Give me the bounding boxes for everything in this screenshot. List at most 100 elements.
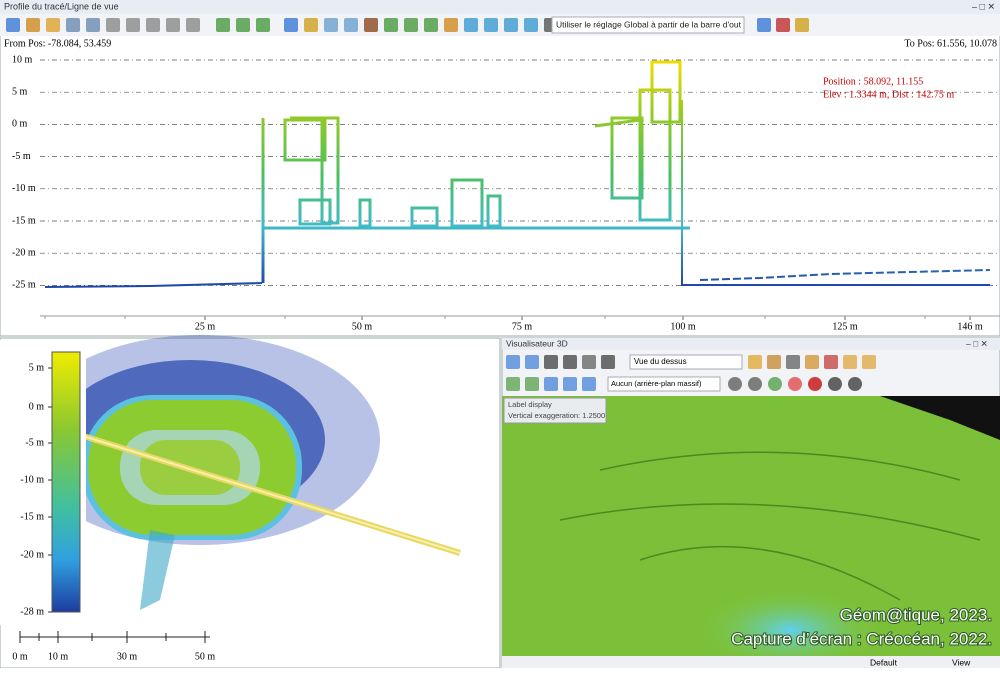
y-tick-label: 10 m [12, 54, 33, 65]
label-display: Label display [508, 400, 552, 409]
y-tick-label: -20 m [12, 247, 36, 258]
tool-button[interactable] [424, 18, 438, 32]
credit: Géom@tique, 2023. [840, 605, 992, 624]
tool-button[interactable] [506, 377, 520, 391]
viewer-title: Visualisateur 3D [506, 338, 568, 348]
y-tick-label: -5 m [12, 151, 31, 162]
tool-button[interactable] [484, 18, 498, 32]
tool-button[interactable] [324, 18, 338, 32]
status-default: Default [870, 657, 898, 667]
tool-button[interactable] [748, 377, 762, 391]
viewer-low-area [700, 590, 880, 670]
tool-button[interactable] [364, 18, 378, 32]
tool-button[interactable] [563, 355, 577, 369]
tool-button[interactable] [6, 18, 20, 32]
legend: 5 m 0 m -5 m -10 m -15 m -20 m -28 m [20, 362, 52, 617]
tool-button[interactable] [506, 355, 520, 369]
tool-button[interactable] [344, 18, 358, 32]
tool-button[interactable] [256, 18, 270, 32]
tool-button[interactable] [601, 355, 615, 369]
legend-label: -10 m [20, 474, 44, 485]
background-text: Aucun (arrière-plan massif) [611, 379, 702, 388]
view-dropdown[interactable] [629, 354, 743, 370]
tool-button[interactable] [748, 355, 762, 369]
tool-button[interactable] [824, 355, 838, 369]
tool-button[interactable] [795, 18, 809, 32]
tool-button[interactable] [582, 355, 596, 369]
x-tick-label: 125 m [832, 321, 858, 332]
tool-button[interactable] [525, 355, 539, 369]
toolbar [0, 14, 1000, 36]
setting-text: Utiliser le réglage Global à partir de l… [556, 19, 742, 29]
y-tick-label: 0 m [12, 119, 28, 130]
tool-button[interactable] [544, 377, 558, 391]
tool-button[interactable] [563, 377, 577, 391]
tool-button[interactable] [504, 18, 518, 32]
viewer-title-bar [502, 338, 1000, 350]
tool-button[interactable] [126, 18, 140, 32]
tool-button[interactable] [728, 377, 742, 391]
x-tick-label: 146 m [957, 321, 983, 332]
tool-button[interactable] [46, 18, 60, 32]
profile-cloud [44, 60, 991, 288]
tool-button[interactable] [186, 18, 200, 32]
tool-button[interactable] [767, 355, 781, 369]
scale-label: 30 m [117, 651, 138, 662]
scale-label: 0 m [12, 651, 28, 662]
credit: Capture d’écran : Créocéan, 2022. [731, 629, 992, 648]
from-pos: From Pos: -78.084, 53.459 [4, 38, 111, 49]
tool-button[interactable] [304, 18, 318, 32]
tool-button[interactable] [786, 355, 800, 369]
tool-button[interactable] [106, 18, 120, 32]
to-pos: To Pos: 61.556, 10.078 [904, 38, 997, 49]
viewer-controls[interactable]: – □ ✕ [966, 338, 988, 348]
position-label: Position : 58.092, 11.155 [823, 76, 923, 87]
tool-button[interactable] [582, 377, 596, 391]
x-tick-label: 25 m [195, 321, 216, 332]
status-bar [502, 656, 1000, 668]
tool-button[interactable] [86, 18, 100, 32]
y-tick-label: -25 m [12, 280, 36, 291]
status-view: View [952, 657, 971, 667]
view-text: Vue du dessus [634, 357, 687, 366]
tool-button[interactable] [525, 377, 539, 391]
tool-button[interactable] [166, 18, 180, 32]
tool-button[interactable] [828, 377, 842, 391]
tool-button[interactable] [66, 18, 80, 32]
tool-button[interactable] [146, 18, 160, 32]
tool-button[interactable] [236, 18, 250, 32]
tool-button[interactable] [788, 377, 802, 391]
scale-label: 50 m [195, 651, 216, 662]
legend-label: -28 m [20, 606, 44, 617]
viewer-structure [559, 451, 981, 601]
elev-label: Elev : 1.3344 m, Dist : 142.75 m [823, 89, 954, 100]
map-cloud [20, 335, 461, 610]
tool-button[interactable] [862, 355, 876, 369]
tool-button[interactable] [768, 377, 782, 391]
tool-button[interactable] [805, 355, 819, 369]
tool-button[interactable] [524, 18, 538, 32]
background-dropdown[interactable] [607, 376, 721, 392]
tool-button[interactable] [384, 18, 398, 32]
window-controls[interactable]: – □ ✕ [972, 1, 995, 11]
tool-button[interactable] [284, 18, 298, 32]
legend-label: -5 m [25, 437, 44, 448]
tool-button[interactable] [444, 18, 458, 32]
tool-button[interactable] [544, 355, 558, 369]
tool-button[interactable] [26, 18, 40, 32]
legend-ramp [51, 351, 81, 613]
viewer-toolbar [506, 355, 876, 391]
setting-dropdown[interactable] [551, 16, 745, 34]
tool-button[interactable] [464, 18, 478, 32]
x-tick-label: 75 m [512, 321, 533, 332]
tool-button[interactable] [404, 18, 418, 32]
tool-button[interactable] [843, 355, 857, 369]
tool-button[interactable] [757, 18, 771, 32]
tool-button[interactable] [848, 377, 862, 391]
tool-button[interactable] [808, 377, 822, 391]
window-title: Profile du tracé/Ligne de vue [4, 1, 119, 11]
tool-button[interactable] [776, 18, 790, 32]
scale-label: 10 m [48, 651, 69, 662]
tool-button[interactable] [216, 18, 230, 32]
